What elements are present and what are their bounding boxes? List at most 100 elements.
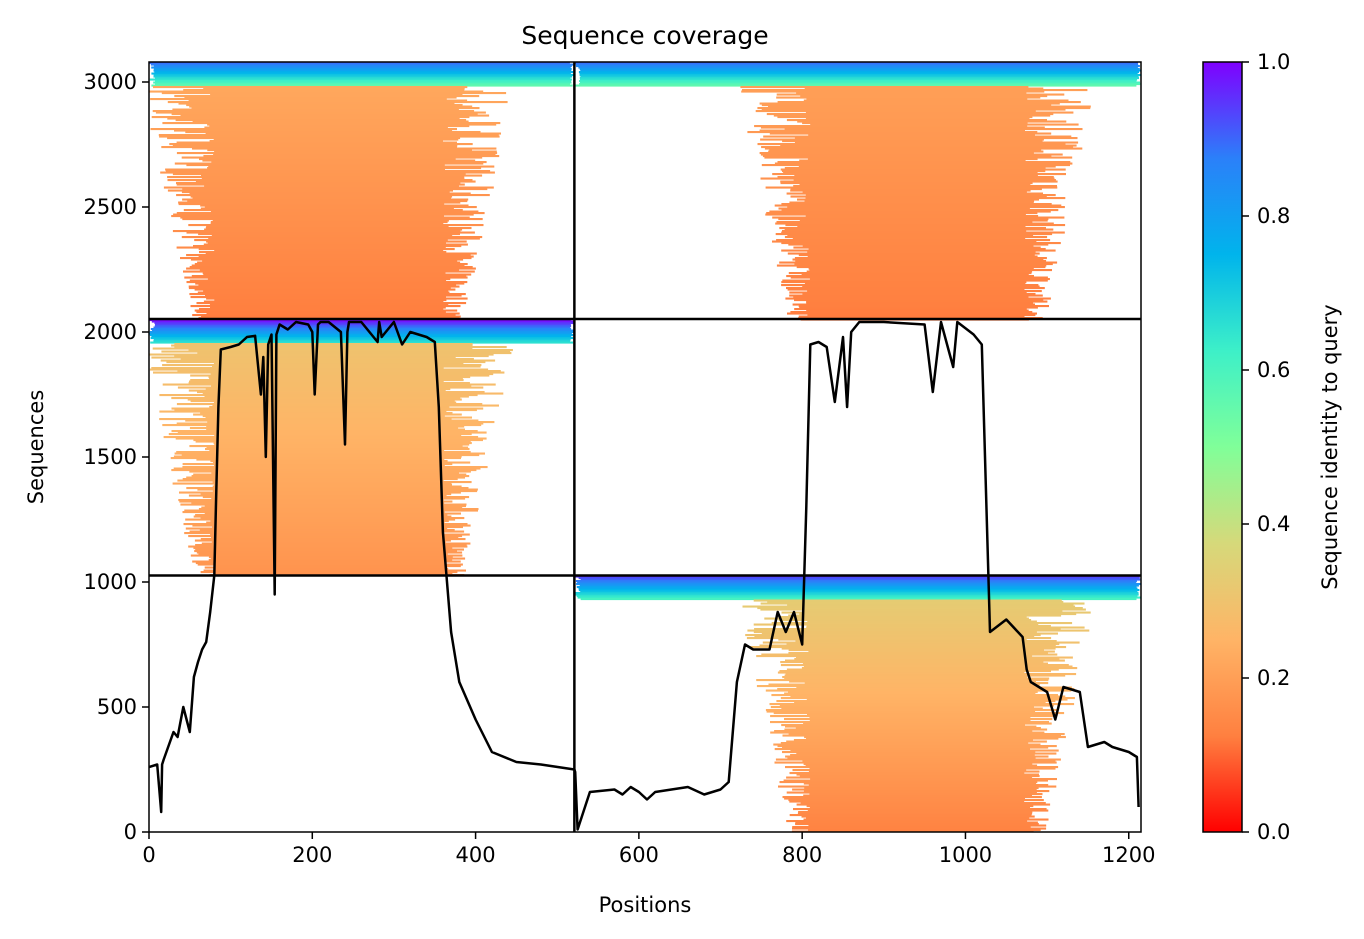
heatmap-row	[194, 288, 456, 291]
heatmap-row	[802, 760, 1056, 763]
heatmap-row	[773, 743, 1041, 746]
heatmap-row	[787, 252, 1040, 255]
heatmap-row	[212, 485, 462, 488]
heatmap-row	[208, 559, 453, 562]
heatmap-row	[785, 673, 1077, 676]
heatmap-row	[808, 650, 1055, 653]
heatmap-row	[799, 219, 1048, 222]
heatmap-row	[165, 170, 491, 173]
heatmap-row	[213, 138, 459, 141]
heatmap-row	[805, 764, 1038, 767]
heatmap-row	[790, 695, 1066, 698]
heatmap-row	[771, 622, 1073, 625]
heatmap-row	[198, 508, 479, 511]
heatmap-row	[808, 267, 1034, 270]
heatmap-row	[576, 586, 1137, 589]
heatmap-row	[193, 515, 452, 518]
chart-title: Sequence coverage	[521, 21, 768, 50]
heatmap-row	[778, 207, 1030, 210]
heatmap-row	[787, 757, 1036, 760]
heatmap-row	[781, 231, 1065, 234]
heatmap-row	[579, 68, 1140, 71]
heatmap-row	[806, 302, 1034, 305]
heatmap-row	[195, 180, 476, 183]
heatmap-row	[150, 341, 573, 344]
heatmap-row	[158, 134, 499, 137]
heatmap-row	[786, 192, 1043, 195]
heatmap-row	[807, 158, 1038, 161]
heatmap-row	[787, 312, 1037, 315]
heatmap-row	[799, 183, 1031, 186]
heatmap-row	[769, 149, 1042, 152]
heatmap-row	[152, 110, 475, 113]
heatmap-row	[789, 294, 1043, 297]
heatmap-row	[174, 409, 477, 412]
heatmap-row	[178, 102, 455, 105]
heatmap-row	[786, 287, 1045, 290]
heatmap-row	[211, 234, 453, 237]
heatmap-row	[214, 299, 447, 302]
heatmap-row	[205, 416, 472, 419]
heatmap-row	[186, 254, 471, 257]
heatmap-row	[210, 520, 449, 523]
heatmap-row	[151, 116, 470, 119]
heatmap-row	[209, 449, 445, 452]
heatmap-row	[206, 240, 467, 243]
heatmap-row	[574, 62, 1138, 65]
heatmap-row	[167, 101, 508, 104]
heatmap-row	[153, 74, 575, 77]
heatmap-row	[207, 123, 497, 126]
heatmap-row	[794, 263, 1053, 266]
heatmap-row	[772, 173, 1066, 176]
heatmap-row	[171, 344, 473, 347]
heatmap-row	[803, 782, 1037, 785]
heatmap-row	[194, 239, 448, 242]
heatmap-row	[790, 189, 1031, 192]
heatmap-row	[794, 299, 1044, 302]
heatmap-row	[782, 751, 1036, 754]
heatmap-row	[176, 183, 465, 186]
heatmap-row	[793, 179, 1056, 182]
heatmap-row	[792, 237, 1026, 240]
heatmap-row	[776, 239, 1051, 242]
heatmap-row	[779, 227, 1046, 230]
heatmap-row	[786, 820, 1028, 823]
heatmap-row	[213, 572, 453, 575]
heatmap-row	[193, 547, 453, 550]
heatmap-row	[169, 143, 473, 146]
heatmap-row	[794, 701, 1046, 704]
heatmap-row	[777, 745, 1057, 748]
heatmap-row	[808, 824, 1047, 827]
heatmap-row	[753, 631, 1037, 634]
heatmap-row	[806, 817, 1030, 820]
heatmap-row	[176, 403, 483, 406]
heatmap-row	[788, 691, 1038, 694]
heatmap-row	[757, 107, 1091, 110]
heatmap-row	[188, 285, 460, 288]
heatmap-row	[802, 122, 1028, 125]
heatmap-row	[799, 306, 1038, 309]
heatmap-row	[777, 116, 1033, 119]
heatmap-row	[205, 294, 462, 297]
heatmap-row	[183, 523, 468, 526]
heatmap-row	[759, 129, 1025, 132]
heatmap-row	[790, 195, 1047, 198]
heatmap-row	[809, 793, 1043, 796]
heatmap-row	[214, 249, 444, 252]
heatmap-row	[192, 524, 471, 527]
heatmap-row	[800, 95, 1048, 98]
heatmap-row	[210, 460, 448, 463]
heatmap-row	[163, 436, 479, 439]
heatmap-row	[172, 108, 459, 111]
heatmap-row	[805, 197, 1066, 200]
x-axis-label: Positions	[599, 893, 692, 917]
heatmap-row	[804, 282, 1026, 285]
heatmap-row	[792, 788, 1037, 791]
heatmap-row	[786, 740, 1047, 743]
heatmap-row	[809, 806, 1030, 809]
heatmap-row	[173, 213, 474, 216]
heatmap-row	[772, 216, 1065, 219]
heatmap-row	[786, 791, 1037, 794]
heatmap-row	[792, 769, 1027, 772]
heatmap-row	[793, 808, 1047, 811]
